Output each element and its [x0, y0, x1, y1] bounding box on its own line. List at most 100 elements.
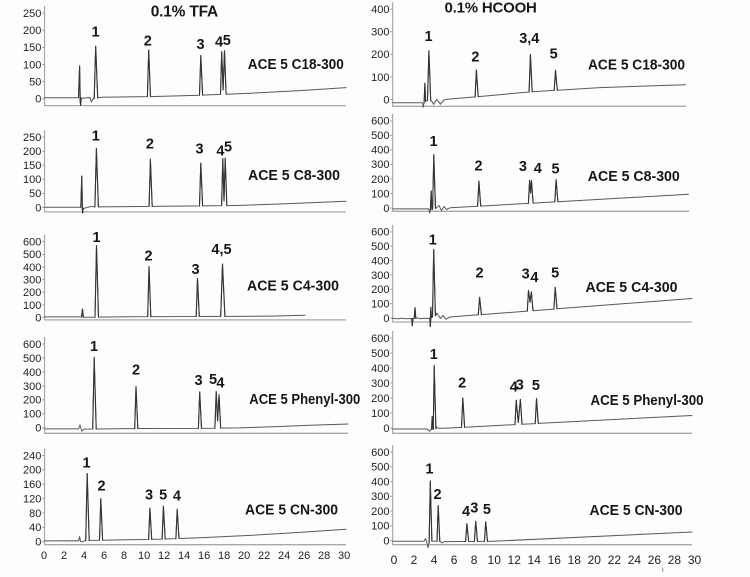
svg-text:0: 0	[391, 553, 398, 567]
svg-text:5: 5	[532, 378, 540, 394]
svg-text:0: 0	[35, 423, 41, 435]
svg-text:24: 24	[628, 553, 642, 567]
svg-text:3,4: 3,4	[519, 31, 539, 47]
svg-text:250: 250	[23, 8, 41, 20]
svg-text:12: 12	[158, 550, 170, 562]
svg-text:200: 200	[23, 25, 41, 37]
svg-text:3: 3	[195, 141, 203, 157]
svg-text:2: 2	[146, 136, 154, 152]
svg-text:50: 50	[29, 188, 41, 200]
svg-text:2: 2	[61, 550, 67, 562]
svg-text:10: 10	[488, 553, 502, 567]
svg-text:0: 0	[383, 423, 389, 435]
svg-text:2: 2	[132, 362, 140, 378]
svg-text:600: 600	[371, 333, 389, 345]
svg-text:300: 300	[371, 491, 389, 503]
svg-text:400: 400	[371, 145, 389, 157]
svg-text:600: 600	[23, 339, 41, 351]
svg-text:5: 5	[223, 33, 231, 49]
svg-text:3: 3	[516, 377, 524, 393]
svg-text:400: 400	[371, 4, 389, 16]
svg-text:500: 500	[23, 249, 41, 261]
svg-text:ACE 5 C4-300: ACE 5 C4-300	[247, 279, 339, 295]
svg-text:22: 22	[608, 553, 622, 567]
svg-text:200: 200	[23, 146, 41, 158]
svg-text:4: 4	[81, 550, 87, 562]
svg-text:1: 1	[430, 347, 438, 363]
svg-text:8: 8	[471, 553, 478, 567]
svg-text:500: 500	[371, 348, 389, 360]
svg-text:4: 4	[216, 143, 224, 159]
svg-text:2: 2	[476, 265, 484, 281]
svg-text:300: 300	[371, 378, 389, 390]
svg-text:600: 600	[371, 447, 389, 459]
svg-text:22: 22	[258, 550, 270, 562]
svg-text:300: 300	[371, 159, 389, 171]
svg-text:18: 18	[218, 550, 230, 562]
svg-text:4: 4	[462, 504, 470, 520]
svg-text:400: 400	[371, 255, 389, 267]
svg-text:4: 4	[530, 270, 538, 286]
svg-text:ACE 5 C18-300: ACE 5 C18-300	[248, 57, 344, 73]
svg-text:80: 80	[29, 508, 41, 520]
svg-text:400: 400	[371, 363, 389, 375]
svg-text:28: 28	[668, 553, 682, 567]
svg-text:26: 26	[648, 553, 662, 567]
svg-text:ACE 5 C8-300: ACE 5 C8-300	[588, 169, 680, 185]
svg-text:1: 1	[92, 129, 100, 145]
svg-text:ACE 5 C18-300: ACE 5 C18-300	[588, 57, 685, 73]
svg-text:1: 1	[82, 456, 90, 472]
svg-text:4: 4	[431, 553, 438, 567]
svg-text:ACE 5 C8-300: ACE 5 C8-300	[248, 168, 340, 184]
svg-text:100: 100	[371, 188, 389, 200]
svg-text:0: 0	[383, 203, 389, 215]
svg-text:2: 2	[411, 553, 418, 567]
svg-text:2: 2	[471, 50, 479, 66]
svg-text:1: 1	[429, 232, 437, 248]
svg-text:2: 2	[144, 34, 152, 50]
svg-text:100: 100	[371, 72, 389, 84]
svg-text:30: 30	[338, 550, 350, 562]
svg-text:0.1% TFA: 0.1% TFA	[151, 4, 218, 21]
svg-text:16: 16	[548, 553, 562, 567]
svg-text:150: 150	[23, 42, 41, 54]
svg-text:5: 5	[209, 372, 217, 388]
svg-text:3: 3	[191, 262, 199, 278]
svg-text:500: 500	[371, 462, 389, 474]
svg-text:120: 120	[23, 493, 41, 505]
svg-text:0: 0	[383, 313, 389, 325]
svg-text:5: 5	[552, 162, 560, 178]
svg-text:4: 4	[215, 35, 223, 51]
svg-text:6: 6	[101, 550, 107, 562]
svg-text:ACE 5 Phenyl-300: ACE 5 Phenyl-300	[591, 393, 704, 409]
svg-text:200: 200	[23, 465, 41, 477]
svg-text:500: 500	[371, 130, 389, 142]
svg-text:1: 1	[429, 134, 437, 150]
svg-text:1: 1	[425, 29, 433, 45]
svg-text:100: 100	[23, 300, 41, 312]
svg-text:160: 160	[23, 479, 41, 491]
svg-text:14: 14	[528, 553, 542, 567]
svg-text:0: 0	[35, 537, 41, 549]
svg-text:ACE 5 CN-300: ACE 5 CN-300	[245, 503, 338, 519]
svg-text:ACE 5 C4-300: ACE 5 C4-300	[586, 280, 678, 296]
svg-text:100: 100	[23, 174, 41, 186]
svg-text:400: 400	[371, 476, 389, 488]
svg-text:30: 30	[688, 553, 702, 567]
svg-text:100: 100	[23, 59, 41, 71]
svg-text:ACE 5 CN-300: ACE 5 CN-300	[590, 503, 683, 519]
svg-text:2: 2	[97, 479, 105, 495]
svg-text:5: 5	[550, 47, 558, 63]
svg-text:4: 4	[510, 380, 518, 396]
svg-text:0: 0	[383, 94, 389, 106]
svg-text:200: 200	[371, 49, 389, 61]
svg-text:600: 600	[371, 227, 389, 239]
svg-text:5: 5	[483, 502, 491, 518]
svg-text:0: 0	[383, 536, 389, 548]
svg-text:2: 2	[458, 375, 466, 391]
svg-text:400: 400	[23, 262, 41, 274]
svg-text:1: 1	[91, 25, 99, 41]
svg-text:500: 500	[23, 353, 41, 365]
svg-text:12: 12	[508, 553, 522, 567]
svg-text:18: 18	[568, 553, 582, 567]
